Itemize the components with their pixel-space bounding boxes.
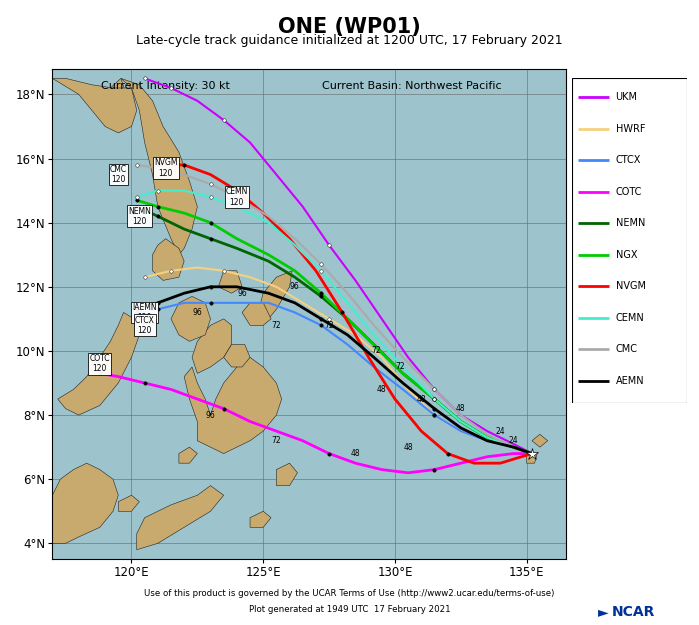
Text: 96: 96 (290, 282, 300, 291)
Polygon shape (121, 78, 197, 255)
Text: 24: 24 (496, 427, 505, 436)
Text: COTC: COTC (616, 187, 642, 197)
Text: 24: 24 (509, 436, 519, 445)
Polygon shape (276, 463, 298, 486)
Polygon shape (532, 434, 548, 447)
Text: Current Basin: Northwest Pacific: Current Basin: Northwest Pacific (322, 81, 502, 91)
Polygon shape (52, 463, 118, 543)
Polygon shape (192, 319, 231, 373)
Text: UKM: UKM (616, 92, 637, 102)
Text: ONE (WP01): ONE (WP01) (278, 18, 421, 38)
Text: 72: 72 (324, 321, 334, 330)
Text: CTCX
120: CTCX 120 (135, 316, 154, 335)
Text: NCAR: NCAR (612, 605, 655, 619)
Text: 96: 96 (206, 411, 215, 419)
Text: HWRF: HWRF (616, 124, 645, 134)
Text: 48: 48 (351, 449, 360, 458)
Text: 72: 72 (271, 436, 281, 445)
Text: Use of this product is governed by the UCAR Terms of Use (http://www2.ucar.edu/t: Use of this product is governed by the U… (144, 589, 555, 598)
Polygon shape (171, 296, 210, 341)
Polygon shape (526, 454, 538, 463)
Polygon shape (137, 486, 224, 550)
Text: IAEMN
120: IAEMN 120 (132, 302, 157, 322)
Polygon shape (118, 495, 139, 511)
Text: 48: 48 (417, 394, 426, 404)
Polygon shape (218, 271, 242, 293)
Text: NEMN
120: NEMN 120 (128, 206, 151, 226)
Text: CTCX: CTCX (616, 155, 641, 165)
Polygon shape (258, 271, 292, 319)
Text: 72: 72 (271, 321, 281, 330)
Text: NVGM
120: NVGM 120 (154, 159, 178, 178)
Polygon shape (184, 357, 282, 454)
Text: Current Intensity: 30 kt: Current Intensity: 30 kt (101, 81, 230, 91)
Text: CMC
120: CMC 120 (110, 165, 127, 184)
Polygon shape (52, 78, 137, 133)
Text: 48: 48 (403, 442, 413, 452)
Text: 48: 48 (456, 404, 466, 413)
Text: Late-cycle track guidance initialized at 1200 UTC, 17 February 2021: Late-cycle track guidance initialized at… (136, 34, 563, 48)
Text: ►: ► (598, 605, 609, 619)
Polygon shape (179, 447, 197, 463)
Text: NEMN: NEMN (616, 218, 645, 228)
Polygon shape (250, 511, 271, 528)
FancyBboxPatch shape (572, 78, 687, 403)
Text: Plot generated at 1949 UTC  17 February 2021: Plot generated at 1949 UTC 17 February 2… (249, 605, 450, 614)
Text: CMC: CMC (616, 344, 637, 354)
Text: AEMN: AEMN (616, 376, 644, 386)
Text: CEMN
120: CEMN 120 (226, 188, 248, 207)
Polygon shape (152, 239, 184, 281)
Text: 72: 72 (396, 362, 405, 371)
Polygon shape (110, 78, 131, 111)
Text: NGX: NGX (616, 250, 637, 260)
Text: COTC
120: COTC 120 (89, 354, 110, 374)
Polygon shape (242, 303, 271, 325)
Text: 72: 72 (372, 346, 382, 356)
Text: NVGM: NVGM (616, 281, 646, 291)
Text: 96: 96 (237, 289, 247, 298)
Polygon shape (224, 344, 250, 367)
Text: CEMN: CEMN (616, 313, 644, 323)
Text: 48: 48 (377, 385, 387, 394)
Text: 96: 96 (192, 308, 202, 317)
Polygon shape (58, 312, 139, 415)
